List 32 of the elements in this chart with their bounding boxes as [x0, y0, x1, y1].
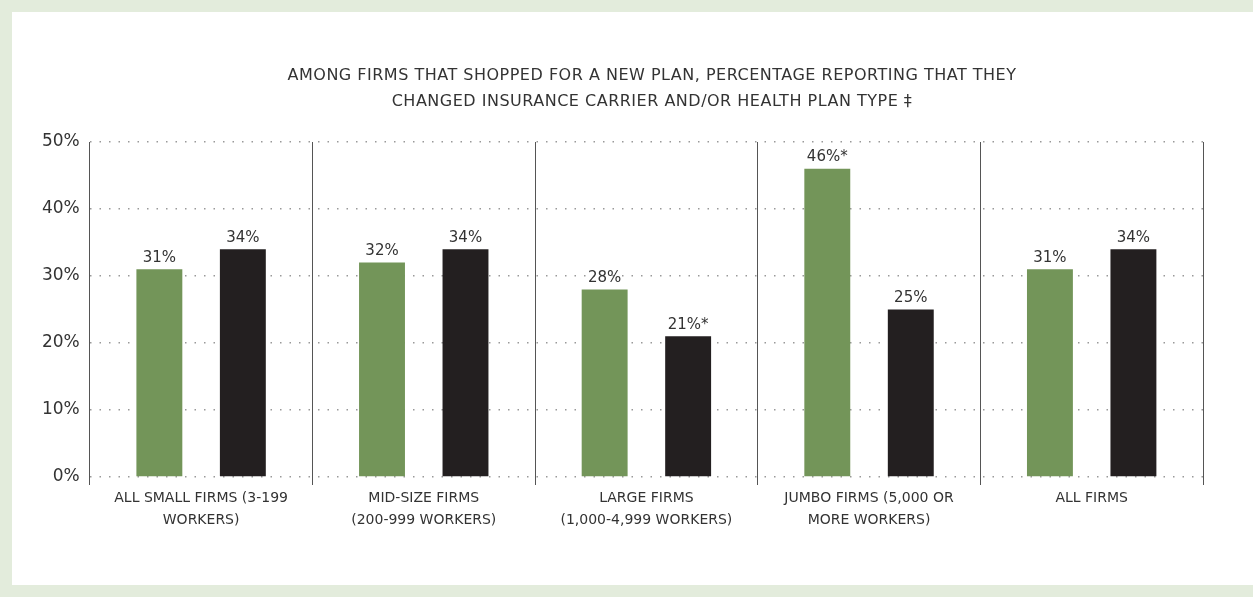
bar	[1026, 269, 1073, 477]
bar	[581, 289, 628, 477]
y-tick-label: 50%	[41, 130, 80, 151]
data-label: 25%	[894, 287, 928, 306]
x-tick-label: ALL FIRMS	[1055, 488, 1129, 505]
bar	[804, 168, 851, 477]
data-label: 34%	[1116, 227, 1151, 246]
bar	[359, 262, 405, 477]
x-tick-label: JUMBO FIRMS (5,000 OR MORE WORKERS)	[783, 488, 954, 527]
data-label: 34%	[448, 227, 483, 246]
data-label: 31%	[1033, 247, 1067, 266]
y-tick-label: 30%	[41, 264, 80, 285]
data-label: 31%	[142, 247, 177, 266]
x-tick-label: ALL SMALL FIRMS (3-199 WORKERS)	[114, 488, 288, 527]
data-label: 34%	[226, 227, 260, 246]
data-label: 32%	[365, 240, 399, 259]
data-label: 46%*	[806, 147, 849, 166]
y-tick-label: 10%	[41, 398, 80, 419]
y-tick-label: 40%	[41, 197, 80, 218]
data-label: 28%	[587, 267, 622, 286]
y-tick-label: 20%	[41, 331, 80, 352]
chart-title: AMONG FIRMS THAT SHOPPED FOR A NEW PLAN, PERCENTAGE REPORTING THAT THEY CHANGED INSURANCE CARRIER AND/OR HEALTH PLAN TYPE ‡	[286, 64, 1018, 112]
y-tick-label: 0%	[52, 465, 80, 486]
x-tick-label: LARGE FIRMS (1,000-4,999 WORKERS)	[560, 488, 733, 527]
bar	[665, 336, 712, 477]
bar	[442, 249, 489, 477]
x-tick-label: MID-SIZE FIRMS (200-999 WORKERS)	[351, 488, 497, 527]
bar	[136, 269, 183, 477]
bar	[887, 309, 934, 477]
data-label: 21%*	[667, 314, 710, 333]
bar	[1110, 249, 1157, 477]
bar	[219, 249, 266, 477]
